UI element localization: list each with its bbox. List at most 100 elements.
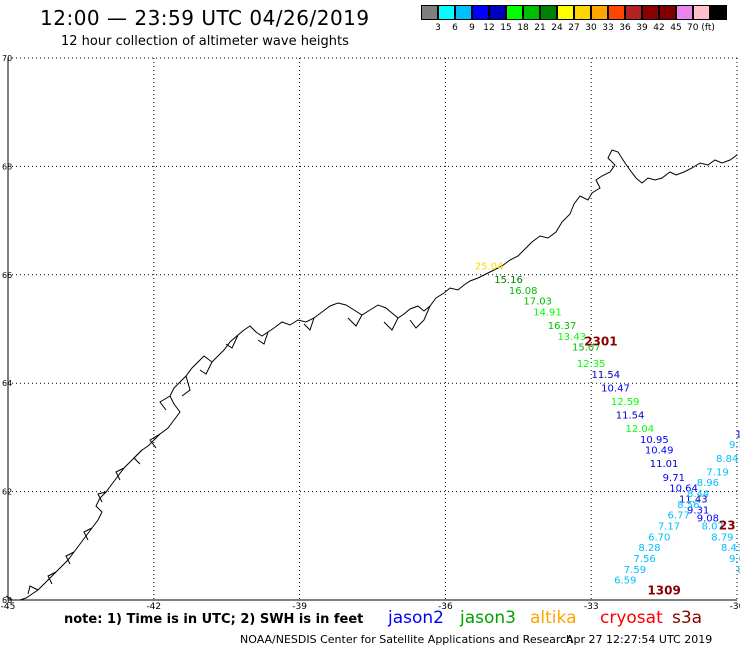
- colorbar-swatch: [523, 5, 540, 20]
- coastline-fjords: [27, 305, 431, 595]
- grid-lines: -45 -42 -39 -36 -33 -30 70 68 66 64 62 60: [1, 54, 740, 612]
- pass-time-label: 1309: [647, 584, 680, 598]
- timestamp-text: Apr 27 12:27:54 UTC 2019: [566, 633, 713, 646]
- wave-height-value: 12.04: [625, 424, 654, 435]
- wave-height-value: 9.31: [687, 505, 709, 516]
- wave-height-value: 7.17: [658, 522, 680, 533]
- wave-height-value: 11: [735, 429, 740, 440]
- wave-height-value: 9.08: [697, 513, 719, 524]
- wave-height-value: 11.54: [616, 410, 645, 421]
- wave-height-value: 8.44: [687, 489, 709, 500]
- wave-height-value: 8.07: [702, 522, 724, 533]
- colorbar-label: 27: [568, 23, 580, 33]
- colorbar-label: 18: [517, 23, 529, 33]
- wave-height-value: 10.64: [669, 484, 698, 495]
- colorbar-swatch: [710, 5, 727, 20]
- wave-height-value: 15.16: [494, 275, 523, 286]
- y-tick-label: 70: [2, 54, 12, 63]
- colorbar-label: 21: [534, 23, 546, 33]
- wave-height-value: 7.19: [706, 467, 728, 478]
- y-tick-label: 64: [2, 379, 12, 388]
- wave-height-value: 6.70: [648, 532, 670, 543]
- y-tick-label: 62: [2, 488, 12, 497]
- wave-height-value: 10.47: [601, 383, 630, 394]
- colorbar-swatch: [455, 5, 472, 20]
- greenland-coastline: [5, 149, 738, 601]
- satellite-label-cryosat: cryosat: [600, 608, 663, 628]
- wave-height-value: 10.95: [640, 435, 669, 446]
- x-tick-label: -33: [584, 602, 599, 612]
- satellite-label-altika: altika: [530, 608, 577, 628]
- colorbar-swatch: [472, 5, 489, 20]
- colorbar-label: 24: [551, 23, 563, 33]
- wave-height-value: 7.56: [634, 554, 656, 565]
- wave-height-value: 11.01: [650, 459, 679, 470]
- wave-height-value: 10.49: [645, 446, 674, 457]
- colorbar-swatch: [625, 5, 642, 20]
- wave-height-value: 11.54: [591, 370, 620, 381]
- colorbar-swatch: [676, 5, 693, 20]
- colorbar-label: 15: [500, 23, 512, 33]
- wave-height-value: 6.59: [614, 576, 636, 587]
- wave-height-value: 15.07: [572, 343, 601, 354]
- x-tick-label: -42: [146, 602, 161, 612]
- colorbar-swatch: [489, 5, 506, 20]
- x-tick-label: -45: [1, 602, 16, 612]
- colorbar-swatch: [591, 5, 608, 20]
- satellite-label-jason3: jason3: [460, 608, 516, 628]
- wave-height-value: 12.35: [577, 359, 606, 370]
- colorbar-swatch: [608, 5, 625, 20]
- wave-height-value: 11.43: [679, 494, 708, 505]
- colorbar-label: 42: [653, 23, 665, 33]
- wave-height-value: 9.3: [729, 440, 740, 451]
- wave-height-value: 14.91: [533, 307, 562, 318]
- colorbar-swatch: [540, 5, 557, 20]
- wave-height-value: 8.28: [638, 543, 660, 554]
- colorbar-label: 70 (ft): [687, 23, 715, 33]
- pass-time-label: 23: [719, 519, 736, 533]
- colorbar-label: 12: [483, 23, 495, 33]
- colorbar-swatch: [659, 5, 676, 20]
- wave-height-value: 13.43: [557, 332, 586, 343]
- colorbar-label: 9: [469, 23, 475, 33]
- colorbar-swatch: [557, 5, 574, 20]
- wave-height-value: 7.59: [624, 565, 646, 576]
- wave-height-value: 16.37: [548, 321, 577, 332]
- colorbar-label: 6: [452, 23, 458, 33]
- wave-height-value: 8.79: [711, 532, 733, 543]
- colorbar-swatch: [506, 5, 523, 20]
- x-tick-label: -36: [438, 602, 453, 612]
- x-tick-label: -39: [292, 602, 307, 612]
- y-tick-label: 68: [2, 162, 12, 171]
- colorbar-label: 30: [585, 23, 597, 33]
- satellite-label-jason2: jason2: [388, 608, 444, 628]
- wave-height-value: 9.0: [729, 554, 740, 565]
- wave-height-value: 8.84: [716, 454, 738, 465]
- wave-height-value: 6.77: [668, 511, 690, 522]
- credit-text: NOAA/NESDIS Center for Satellite Applica…: [240, 633, 574, 646]
- wave-height-value: 17.03: [523, 297, 552, 308]
- colorbar-swatch: [421, 5, 438, 20]
- wave-height-value: 8.43: [721, 543, 740, 554]
- wave-height-value: 12.59: [611, 397, 640, 408]
- colorbar-label: 39: [636, 23, 648, 33]
- colorbar-swatch: [574, 5, 591, 20]
- x-tick-label: -30: [730, 602, 740, 612]
- pass-time-label: 2301: [584, 334, 617, 348]
- colorbar-label: 45: [670, 23, 682, 33]
- y-tick-label: 60: [2, 596, 12, 605]
- chart-title: 12:00 — 23:59 UTC 04/26/2019: [40, 6, 370, 30]
- colorbar-label: 36: [619, 23, 631, 33]
- chart-subtitle: 12 hour collection of altimeter wave hei…: [61, 34, 349, 49]
- wave-height-value: 16.08: [509, 286, 538, 297]
- y-tick-label: 66: [2, 271, 12, 280]
- wave-height-value: 8.: [737, 565, 740, 576]
- wave-height-value: 9.71: [663, 473, 685, 484]
- wave-height-value: 25.04: [475, 261, 504, 272]
- wave-height-value: 8.56: [677, 500, 699, 511]
- colorbar-swatch: [438, 5, 455, 20]
- colorbar-label: 3: [435, 23, 441, 33]
- units-note: note: 1) Time is in UTC; 2) SWH is in fe…: [64, 612, 364, 627]
